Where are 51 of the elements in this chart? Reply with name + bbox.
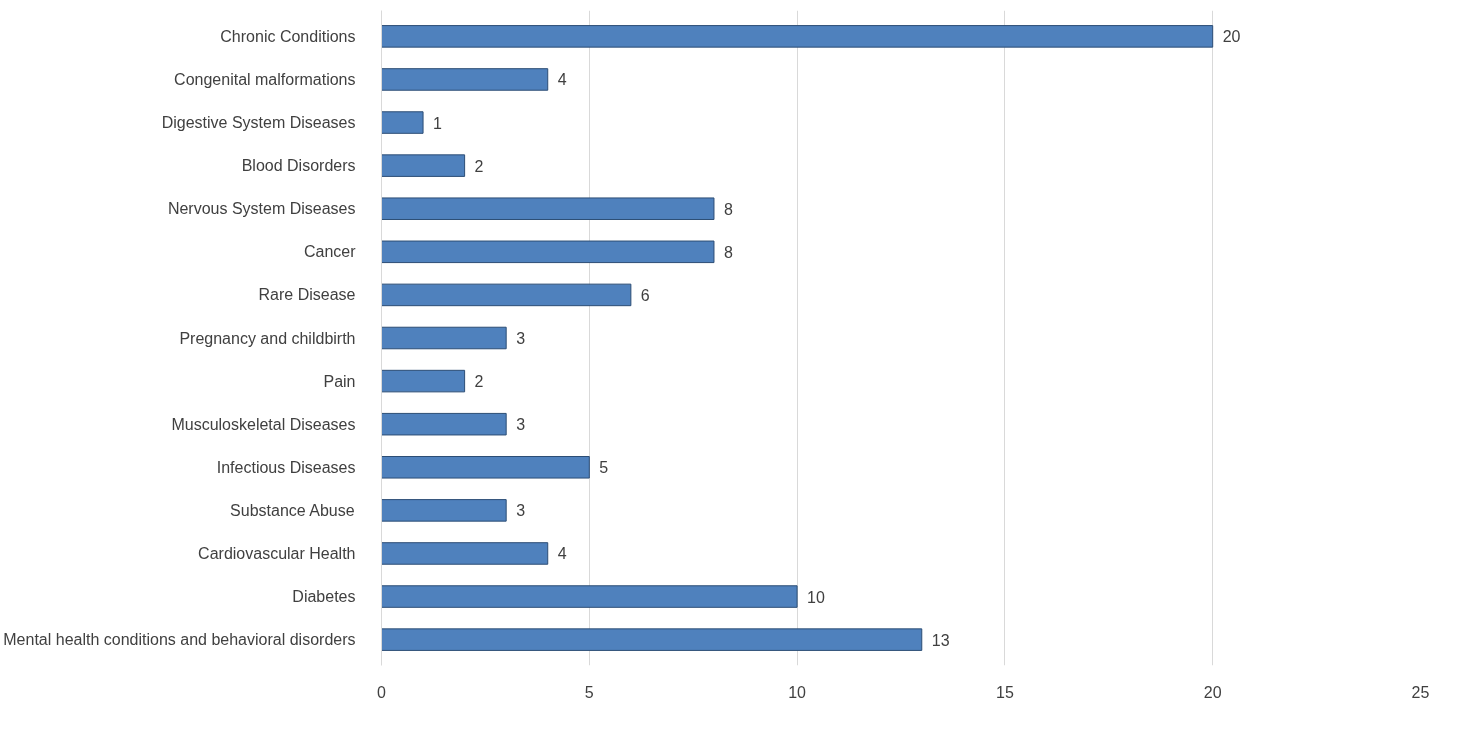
x-tick-label: 10: [788, 683, 807, 701]
bar: [381, 456, 590, 479]
bar: [381, 68, 549, 91]
data-label: 5: [599, 459, 609, 477]
bar: [381, 542, 549, 565]
data-label: 20: [1222, 28, 1241, 46]
data-label: 3: [516, 416, 526, 434]
bar: [381, 585, 798, 608]
y-tick-label: Nervous System Diseases: [167, 200, 356, 218]
data-label: 8: [723, 243, 733, 261]
y-tick-label: Cardiovascular Health: [198, 544, 356, 562]
data-label: 13: [931, 631, 950, 649]
x-tick-label: 5: [584, 683, 594, 701]
y-tick-label: Chronic Conditions: [220, 27, 356, 45]
x-tick-label: 0: [377, 683, 387, 701]
bar: [381, 197, 715, 220]
x-tick-label: 25: [1411, 683, 1430, 701]
bar: [381, 240, 715, 264]
y-tick-label: Infectious Diseases: [216, 458, 356, 476]
bar: [381, 369, 466, 393]
bar: [381, 283, 632, 307]
y-tick-label: Musculoskeletal Diseases: [171, 415, 356, 433]
y-tick-label: Pain: [323, 372, 356, 390]
y-tick-label: Blood Disorders: [241, 157, 356, 175]
bar: [381, 154, 466, 177]
data-label: 1: [433, 114, 443, 132]
data-label: 3: [516, 330, 526, 347]
y-tick-label: Rare Disease: [258, 286, 356, 304]
y-tick-label: Cancer: [303, 243, 357, 261]
data-label: 6: [640, 286, 650, 304]
bar: [381, 628, 923, 651]
data-label: 8: [723, 200, 733, 218]
x-tick-label: 15: [996, 683, 1014, 701]
y-tick-label: Digestive System Diseases: [161, 114, 356, 132]
y-tick-label: Substance Abuse: [230, 501, 355, 519]
bar: [381, 412, 507, 436]
data-label: 10: [807, 588, 825, 606]
bar: [381, 25, 1214, 48]
data-label: 2: [474, 373, 484, 391]
data-label: 4: [557, 545, 567, 563]
x-tick-label: 20: [1203, 683, 1222, 701]
bar: [381, 326, 507, 350]
data-label: 2: [474, 157, 484, 175]
y-tick-label: Mental health conditions and behavioral disorders: [3, 631, 356, 649]
bar: [381, 111, 424, 134]
y-tick-label: Pregnancy and childbirth: [179, 329, 356, 347]
bar: [381, 499, 507, 522]
y-tick-label: Diabetes: [292, 588, 356, 606]
data-label: 4: [557, 71, 567, 89]
y-tick-label: Congenital malformations: [174, 70, 356, 88]
data-label: 3: [516, 502, 526, 520]
